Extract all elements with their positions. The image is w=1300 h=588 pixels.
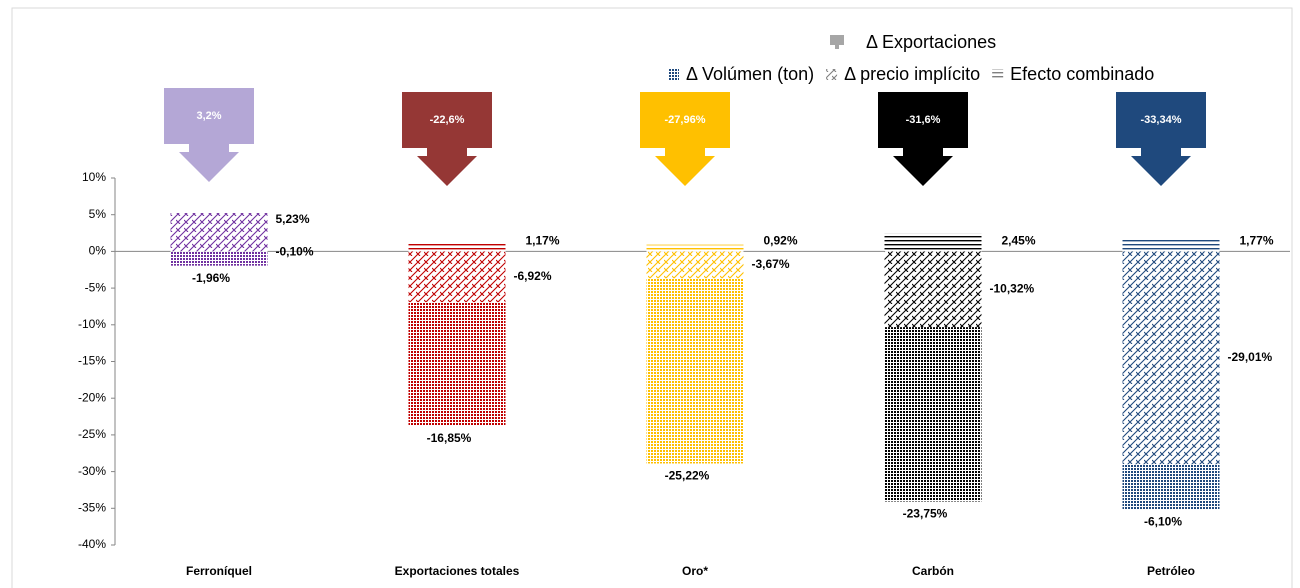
data-label: 0,92% xyxy=(764,234,798,248)
y-tick-label: -15% xyxy=(78,354,106,368)
export-callout xyxy=(640,92,730,186)
export-label: -33,34% xyxy=(1141,114,1182,126)
legend-icon xyxy=(835,45,839,49)
data-label: 5,23% xyxy=(276,212,310,226)
y-tick-label: 5% xyxy=(89,207,107,221)
y-tick-label: -20% xyxy=(78,390,106,404)
export-label: -27,96% xyxy=(665,114,706,126)
x-tick-label: Exportaciones totales xyxy=(395,564,520,578)
data-label: -10,32% xyxy=(990,281,1035,295)
bar-segment xyxy=(1122,251,1220,465)
y-tick-label: -35% xyxy=(78,500,106,514)
y-tick-label: 10% xyxy=(82,170,106,184)
y-tick-label: -30% xyxy=(78,464,106,478)
data-label: -1,96% xyxy=(192,271,230,285)
export-callout xyxy=(402,92,492,186)
legend-icon xyxy=(992,69,1004,80)
bar-segment xyxy=(646,278,744,464)
bar-segment xyxy=(170,265,268,267)
legend-label: Efecto combinado xyxy=(1010,64,1154,84)
bar-segment xyxy=(1122,464,1220,510)
bar-segment xyxy=(884,251,982,328)
data-label: -6,10% xyxy=(1144,514,1182,528)
bar-segment xyxy=(408,251,506,303)
data-label: 2,45% xyxy=(1002,234,1036,248)
data-label: -25,22% xyxy=(665,469,710,483)
export-label: 3,2% xyxy=(196,110,221,122)
legend-icon xyxy=(668,69,679,80)
legend-label: Δ precio implícito xyxy=(844,64,980,84)
frame xyxy=(11,7,1293,588)
x-tick-label: Ferroníquel xyxy=(186,564,252,578)
bar-segment xyxy=(884,327,982,502)
export-label: -22,6% xyxy=(430,114,465,126)
data-label: -16,85% xyxy=(427,431,472,445)
legend: Δ Exportaciones Δ Volúmen (ton) Δ precio i… xyxy=(668,32,1154,84)
y-tick-label: -5% xyxy=(85,280,107,294)
legend-label: Δ Exportaciones xyxy=(866,32,996,52)
y-tick-label: -25% xyxy=(78,427,106,441)
legend-icon xyxy=(830,35,844,45)
bar-segment xyxy=(1122,238,1220,252)
export-label: -31,6% xyxy=(906,114,941,126)
bar-segment xyxy=(646,251,744,279)
bar-segment xyxy=(884,233,982,252)
export-callout xyxy=(878,92,968,186)
bar-segment xyxy=(170,251,268,266)
data-label: -23,75% xyxy=(903,507,948,521)
bar-segment xyxy=(170,213,268,252)
data-label: -0,10% xyxy=(276,245,314,259)
export-callout xyxy=(1116,92,1206,186)
export-callout xyxy=(164,88,254,182)
data-label: 1,17% xyxy=(526,234,560,248)
data-label: 1,77% xyxy=(1240,234,1274,248)
x-tick-label: Petróleo xyxy=(1147,564,1195,578)
x-tick-label: Carbón xyxy=(912,564,954,578)
y-tick-label: 0% xyxy=(89,244,107,258)
bar-segment xyxy=(408,302,506,426)
legend-label: Δ Volúmen (ton) xyxy=(686,64,814,84)
legend-icon xyxy=(826,69,838,80)
y-tick-label: -40% xyxy=(78,537,106,551)
y-tick-label: -10% xyxy=(78,317,106,331)
bar-segment xyxy=(646,244,744,252)
data-label: -3,67% xyxy=(752,257,790,271)
data-label: -29,01% xyxy=(1228,350,1273,364)
x-tick-label: Oro* xyxy=(682,564,708,578)
bar-segment xyxy=(408,242,506,252)
data-label: -6,92% xyxy=(514,269,552,283)
